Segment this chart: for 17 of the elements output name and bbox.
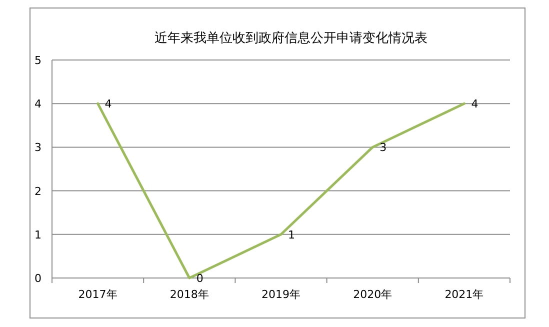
x-tick-label: 2019年: [262, 288, 300, 301]
data-label: 1: [288, 228, 295, 242]
data-label: 4: [471, 98, 478, 111]
x-tick-label: 2020年: [353, 288, 392, 301]
y-tick-label: 0: [34, 272, 42, 285]
x-tick-label: 2018年: [170, 288, 209, 301]
chart-title: 近年来我单位收到政府信息公开申请变化情况表: [154, 30, 428, 46]
y-tick-label: 5: [34, 54, 42, 67]
x-tick-label: 2017年: [78, 288, 118, 301]
y-tick-label: 4: [34, 98, 42, 111]
data-label: 0: [196, 272, 204, 285]
data-label: 4: [104, 98, 112, 111]
y-tick-label: 2: [34, 184, 42, 198]
y-tick-label: 3: [34, 141, 42, 154]
y-tick-label: 1: [34, 228, 42, 242]
data-label: 3: [380, 141, 387, 154]
x-tick-label: 2021年: [444, 288, 484, 301]
